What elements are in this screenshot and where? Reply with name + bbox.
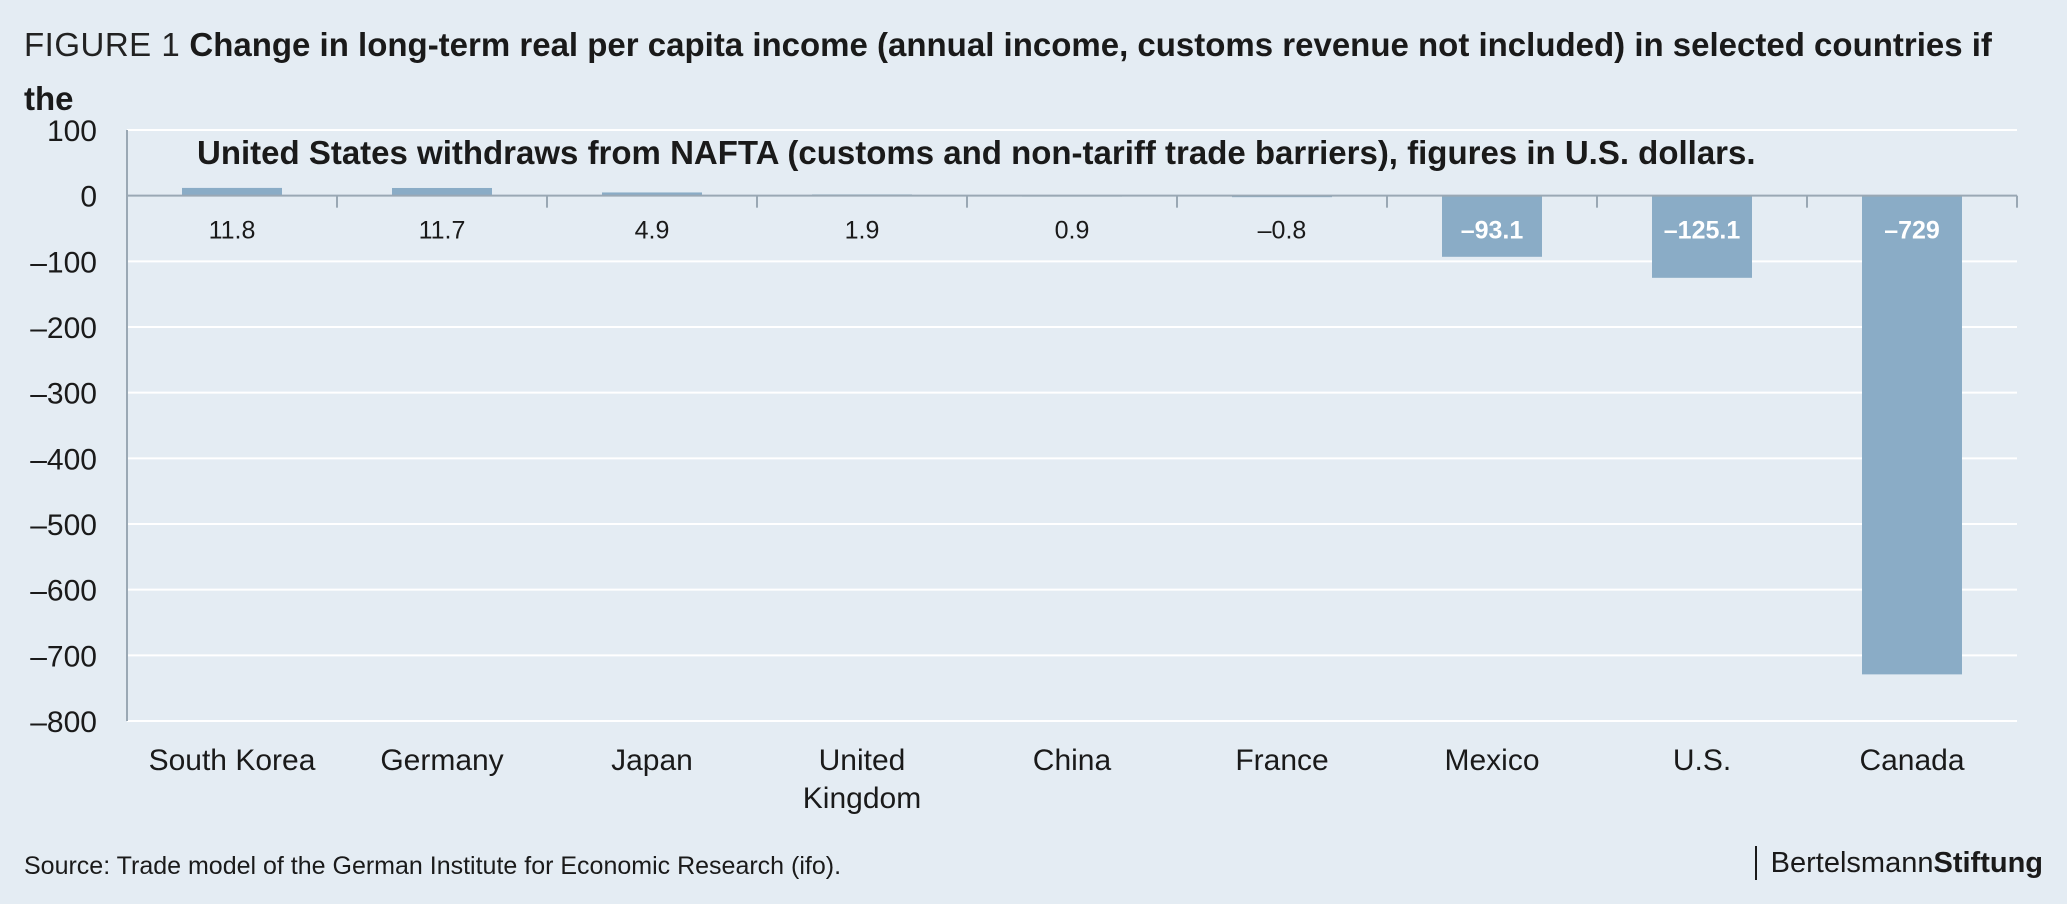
- bar-japan: [602, 192, 702, 196]
- x-tick-label: Germany: [380, 744, 503, 777]
- y-tick-label: –800: [30, 706, 97, 739]
- y-tick-label: 0: [80, 181, 97, 214]
- data-label: 11.7: [419, 217, 466, 245]
- x-tick-label: U.S.: [1673, 744, 1731, 777]
- x-tick-label: United: [819, 744, 906, 777]
- x-tick-label: China: [1033, 744, 1112, 777]
- data-label: –0.8: [1258, 217, 1307, 245]
- source-note: Source: Trade model of the German Instit…: [24, 852, 842, 880]
- data-label: 11.8: [209, 217, 256, 245]
- y-tick-label: –500: [30, 509, 97, 542]
- figure-title-line2: United States withdraws from NAFTA (cust…: [197, 134, 1756, 171]
- data-label: –93.1: [1461, 217, 1524, 245]
- x-tick-label: Mexico: [1444, 744, 1539, 777]
- x-tick-label: South Korea: [149, 744, 316, 777]
- bar-u-s-: [1652, 195, 1752, 278]
- bar-south-korea: [182, 187, 282, 196]
- bar-mexico: [1442, 195, 1542, 257]
- x-tick-label: Canada: [1859, 744, 1964, 777]
- bar-canada: [1862, 195, 1962, 675]
- y-tick-label: –400: [30, 443, 97, 476]
- chart-title: FIGURE 1 Change in long-term real per ca…: [24, 18, 2044, 180]
- data-label: –125.1: [1664, 217, 1741, 245]
- y-tick-label: –100: [30, 246, 97, 279]
- y-tick-label: –700: [30, 640, 97, 673]
- y-tick-label: –300: [30, 378, 97, 411]
- figure-title-line1: Change in long-term real per capita inco…: [24, 26, 1992, 117]
- brand-logo: BertelsmannStiftung: [1754, 846, 2043, 880]
- figure-label: FIGURE 1: [24, 26, 181, 63]
- data-label: 4.9: [635, 217, 670, 245]
- data-label: 0.9: [1055, 217, 1090, 245]
- y-tick-label: –200: [30, 312, 97, 345]
- bar-germany: [392, 187, 492, 196]
- data-label: –729: [1884, 217, 1940, 245]
- x-tick-label: France: [1235, 744, 1328, 777]
- data-label: 1.9: [845, 217, 880, 245]
- x-tick-label: Kingdom: [803, 782, 921, 815]
- x-tick-label: Japan: [611, 744, 693, 777]
- brand-regular: Bertelsmann: [1770, 847, 1934, 879]
- brand-bold: Stiftung: [1933, 847, 2043, 879]
- y-tick-label: –600: [30, 575, 97, 608]
- bar-chart: 100 0 –100 –200 –300 –400 –500 –600 –700 –800 11.8…: [30, 115, 2018, 815]
- y-tick-label: 100: [47, 115, 97, 148]
